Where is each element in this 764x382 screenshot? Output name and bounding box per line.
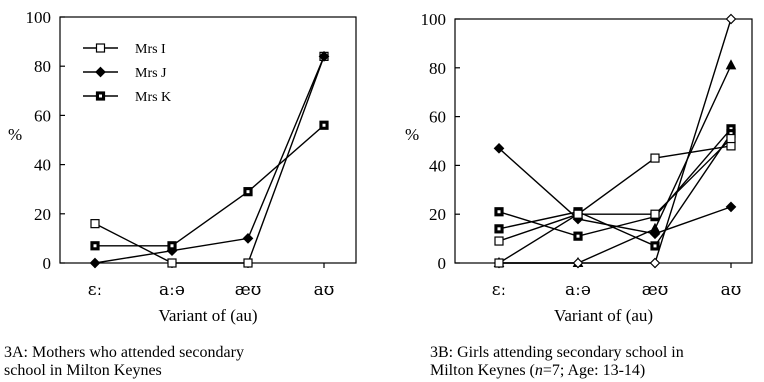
chart-a-series-2-point-1 [167, 241, 177, 251]
chart-b-series-0-point-3 [725, 201, 737, 213]
chart-b-series-1-point-0 [494, 236, 504, 246]
chart-a-legend-0-marker [95, 43, 106, 53]
chart-a-ytick-label-1: 20 [34, 205, 51, 224]
chart-a-series-2-point-2-center [246, 190, 250, 194]
caption-3b-line-1: 3B: Girls attending secondary school in [430, 344, 684, 361]
chart-b-series-5-point-2 [649, 257, 661, 269]
chart-b-series-3-point-3-center [729, 132, 733, 136]
chart-b-series-3-point-0-center [497, 227, 501, 231]
chart-a-series-0-point-2-shape [243, 258, 253, 268]
chart-a-series-0-line [94, 56, 325, 264]
chart-b-series-6-point-1-shape [573, 209, 583, 219]
chart-a-frame [59, 16, 357, 264]
chart-b-ytick-label-4: 80 [429, 59, 446, 78]
chart-b-series-2-point-1-center [576, 234, 580, 238]
chart-b-series-3-line [498, 133, 732, 247]
chart-b-series-5-point-1 [572, 257, 584, 269]
chart-a-xtick-label-2: æʊ [235, 280, 262, 300]
chart-a-xtick-label-3: aʊ [314, 280, 335, 300]
chart-b-series-0-point-0 [493, 142, 505, 154]
chart-a-legend-1-label: Mrs J [135, 66, 167, 81]
chart-a-legend-2-label: Mrs K [135, 90, 171, 105]
caption-3b-line-2-rest: =7; Age: 13-14) [542, 362, 646, 379]
chart-b-series-5-line [499, 18, 732, 264]
chart-a-series-1-point-2 [242, 233, 254, 244]
caption-3a-line-1: 3A: Mothers who attended secondary [4, 344, 244, 361]
chart-b-ytick-label-3: 60 [429, 108, 446, 127]
chart-a-x-axis-label: Variant of (au) [158, 306, 257, 325]
chart-b-series-2-point-1 [573, 231, 583, 241]
caption-3a-line-2: school in Milton Keynes [4, 362, 162, 379]
caption-3b-line-2-start: Milton Keynes ( [430, 362, 535, 379]
chart-a-ytick-label-3: 60 [34, 106, 51, 125]
chart-a-ytick-label-4: 80 [34, 57, 51, 76]
chart-b-series-3-point-2 [650, 241, 660, 251]
chart-b-series-1-point-2-shape [650, 153, 660, 163]
chart-b-series-2-point-3-center [729, 127, 733, 131]
chart-b-series-1-point-2 [650, 153, 660, 163]
chart-a-legend-0-marker-shape [95, 43, 106, 53]
chart-a-series-2-point-0 [90, 241, 100, 251]
chart-a-xtick-label-0: ɛː [88, 280, 103, 300]
chart-a-legend-0-label: Mrs I [135, 42, 166, 57]
chart-b-series-6-point-3-shape [726, 133, 736, 144]
chart-b-xtick-label-1: aːə [565, 280, 591, 300]
chart-b-series-6-point-3 [726, 133, 736, 144]
chart-a-legend-2-marker [95, 91, 106, 101]
chart-b-xtick-label-0: ɛː [492, 280, 507, 300]
chart-b-series-6-line [498, 138, 732, 264]
chart-a-series-2-line [95, 124, 325, 247]
chart-a-ytick-label-5: 100 [26, 8, 52, 27]
chart-a-ytick-label-2: 40 [34, 156, 51, 175]
chart-b-series-6-point-0 [494, 258, 504, 268]
chart-a-series-2-point-3 [319, 120, 329, 130]
chart-b-ytick-label-0: 0 [438, 254, 447, 273]
chart-b-series-4-point-3 [725, 59, 737, 70]
chart-a-legend-2-marker-center [99, 94, 102, 98]
caption-3b-line-2: Milton Keynes (n=7; Age: 13-14) [430, 362, 645, 380]
chart-b-xtick-label-3: aʊ [721, 280, 742, 300]
chart-a-ytick-label-0: 0 [43, 254, 52, 273]
chart-a-series-2-point-1-center [170, 244, 174, 248]
chart-b-series-4-point-2 [649, 222, 661, 233]
chart-b-series-3-point-0 [494, 224, 504, 234]
chart-b-series-1-line [498, 145, 732, 242]
chart-a-series-0-point-0 [90, 219, 100, 229]
chart-b-ytick-label-2: 40 [429, 156, 446, 175]
chart-a-series-2-point-3-center [322, 123, 326, 127]
chart-b-series-6-point-0-shape [494, 258, 504, 268]
chart-b-ytick-label-1: 20 [429, 205, 446, 224]
chart-b-series-2-line [498, 128, 732, 237]
chart-b-series-2-point-0-center [497, 210, 501, 214]
chart-b-series-2-point-0 [494, 207, 504, 217]
chart-a-series-2-point-0-center [93, 244, 97, 248]
chart-a-series-0-point-1 [167, 258, 177, 268]
chart-a-y-axis-label: % [8, 125, 22, 144]
chart-a-legend-1-marker [95, 66, 106, 78]
chart-b-series-5-point-3 [725, 13, 737, 25]
chart-a-xtick-label-1: aːə [159, 280, 185, 300]
chart-a-series-1-point-0 [89, 257, 101, 269]
chart-a-series-0-point-0-shape [90, 219, 100, 229]
chart-a-series-2-point-2 [243, 187, 253, 197]
chart-b-x-axis-label: Variant of (au) [554, 306, 653, 325]
chart-b-xtick-label-2: æʊ [642, 280, 669, 300]
chart-b-series-4-line [499, 65, 732, 264]
chart-b-ytick-label-5: 100 [421, 10, 447, 29]
chart-b-series-3-point-2-center [653, 244, 657, 248]
chart-b-series-6-point-1 [573, 209, 583, 219]
chart-a-series-0-point-1-shape [167, 258, 177, 268]
chart-b-series-1-point-0-shape [494, 236, 504, 246]
caption-3b-n: n [534, 362, 543, 379]
chart-a-series-1-line [94, 56, 325, 264]
chart-b-series-6-point-2 [650, 209, 660, 219]
chart-b-series-6-point-2-shape [650, 209, 660, 219]
chart-a-series-0-point-2 [243, 258, 253, 268]
chart-b-y-axis-label: % [405, 125, 419, 144]
chart-a-series-1-point-3 [318, 51, 330, 62]
